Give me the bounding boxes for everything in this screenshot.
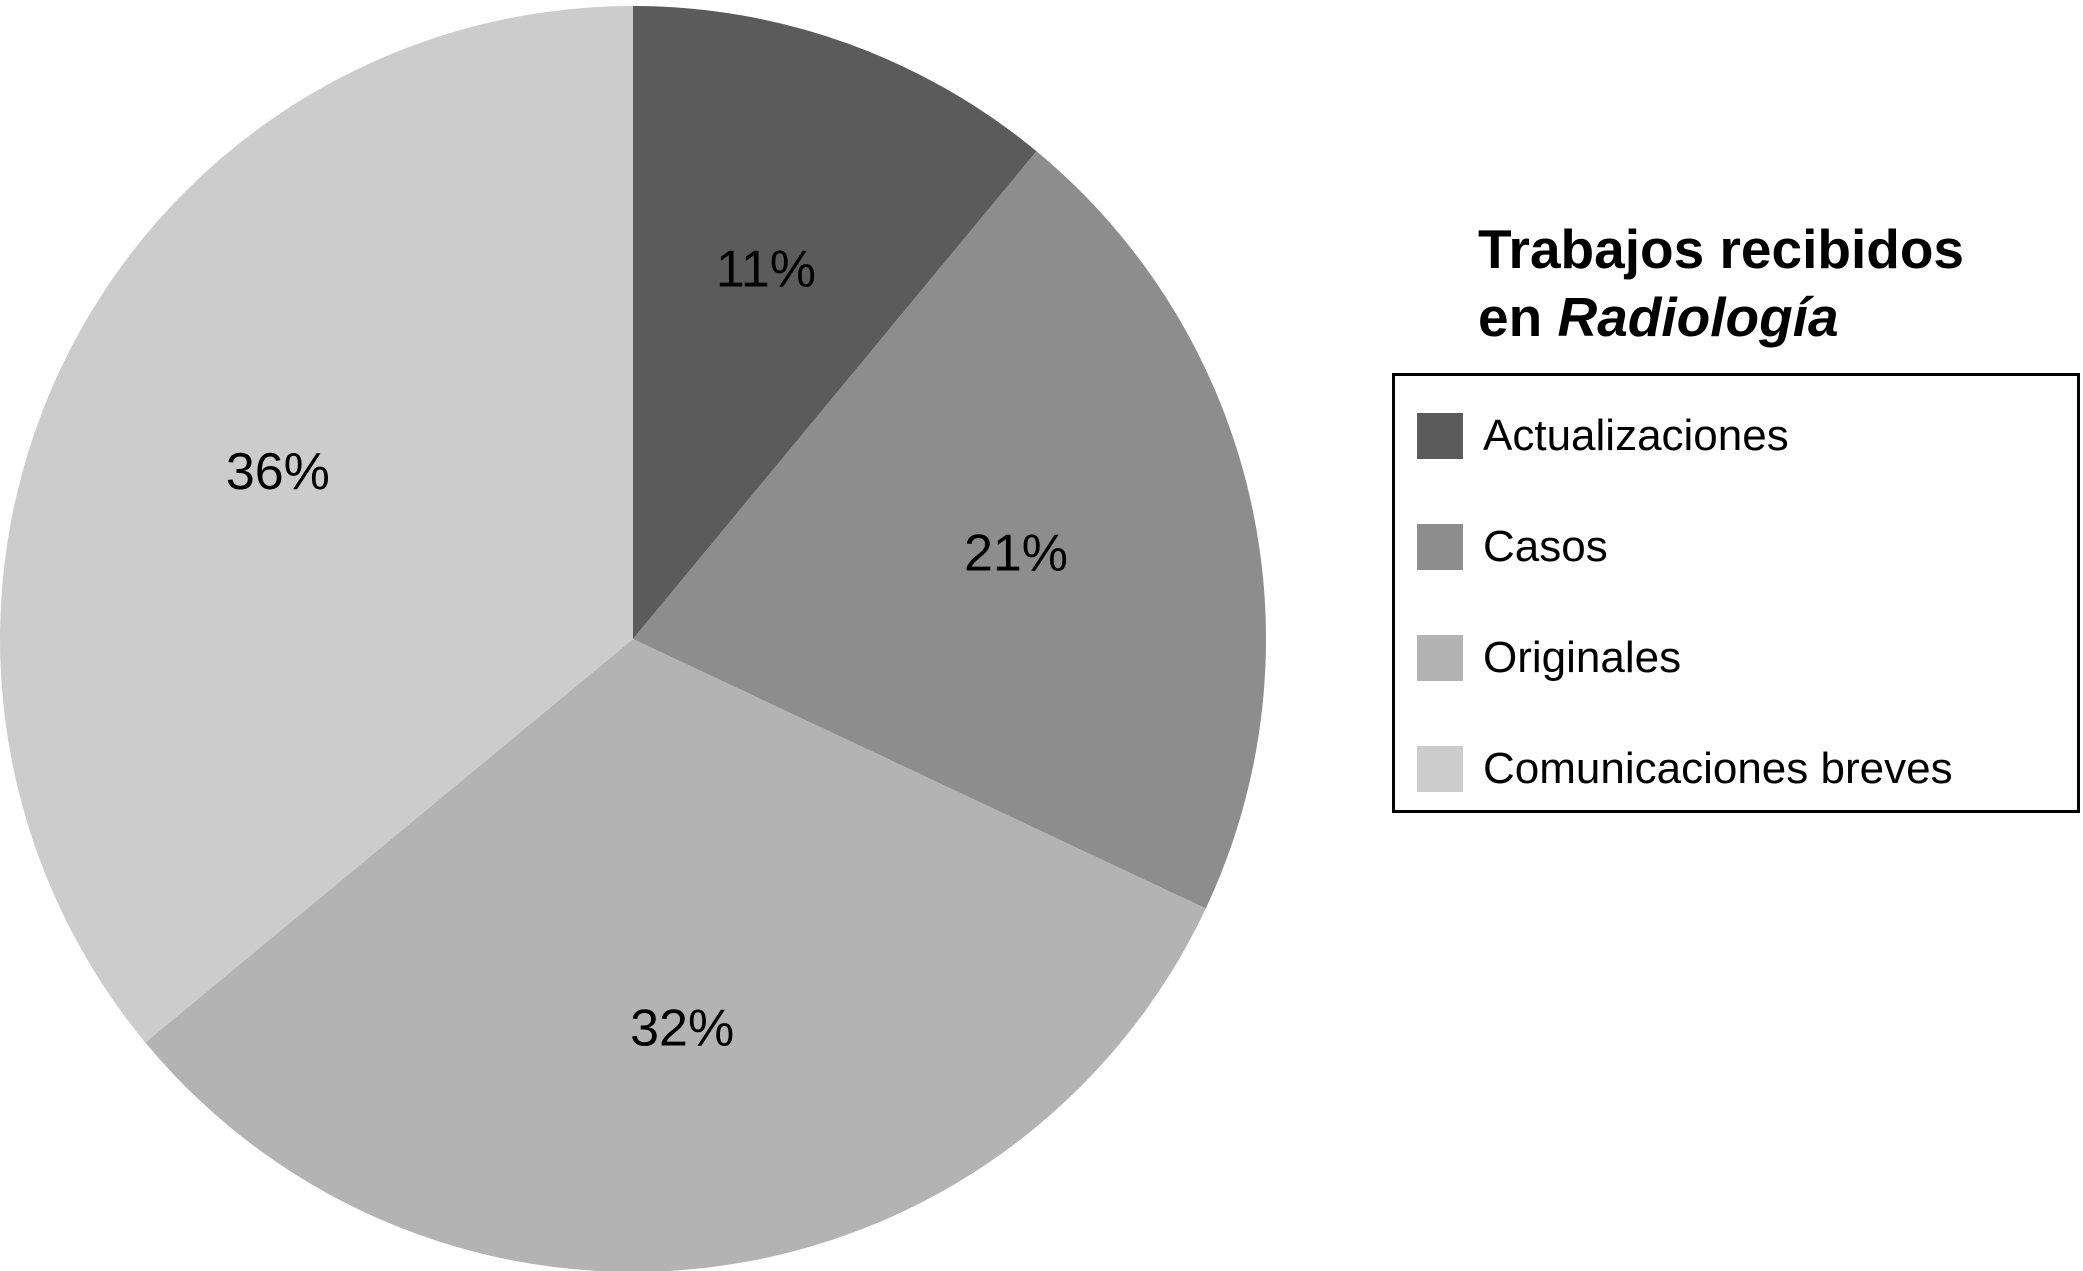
- legend-item-comunicaciones-breves: Comunicaciones breves: [1417, 744, 1953, 794]
- chart-title-line-2-italic: Radiología: [1557, 286, 1839, 348]
- slice-label-comunicaciones-breves: 36%: [226, 443, 330, 501]
- slice-label-casos: 21%: [964, 524, 1068, 582]
- pie-slice-labels: 11% 21% 32% 36%: [226, 241, 1068, 1058]
- chart-title-line-2-plain: en: [1478, 286, 1558, 348]
- legend-label-originales: Originales: [1483, 633, 1682, 682]
- legend-label-casos: Casos: [1483, 522, 1608, 571]
- legend-swatch-originales: [1417, 635, 1463, 681]
- chart-legend: Actualizaciones Casos Originales Comunicaci…: [1392, 373, 2080, 813]
- chart-title-line-2: en Radiología: [1478, 283, 2038, 351]
- pie-slice-comunicaciones-breves: [0, 6, 633, 1043]
- slice-label-originales: 32%: [630, 999, 734, 1057]
- legend-label-comunicaciones-breves: Comunicaciones breves: [1483, 744, 1953, 793]
- pie-slice-actualizaciones: [633, 6, 1037, 639]
- slice-label-actualizaciones: 11%: [716, 241, 816, 299]
- legend-item-originales: Originales: [1417, 633, 1681, 683]
- legend-item-actualizaciones: Actualizaciones: [1417, 411, 1789, 461]
- legend-swatch-comunicaciones-breves: [1417, 746, 1463, 792]
- legend-item-casos: Casos: [1417, 522, 1608, 572]
- chart-title-line-1: Trabajos recibidos: [1478, 218, 1965, 280]
- chart-title: Trabajos recibidos en Radiología: [1478, 215, 2038, 351]
- pie-slices: [0, 6, 1266, 1271]
- legend-swatch-casos: [1417, 524, 1463, 570]
- legend-swatch-actualizaciones: [1417, 413, 1463, 459]
- pie-slice-originales: [145, 639, 1206, 1271]
- pie-slice-casos: [633, 151, 1266, 909]
- legend-label-actualizaciones: Actualizaciones: [1483, 411, 1789, 460]
